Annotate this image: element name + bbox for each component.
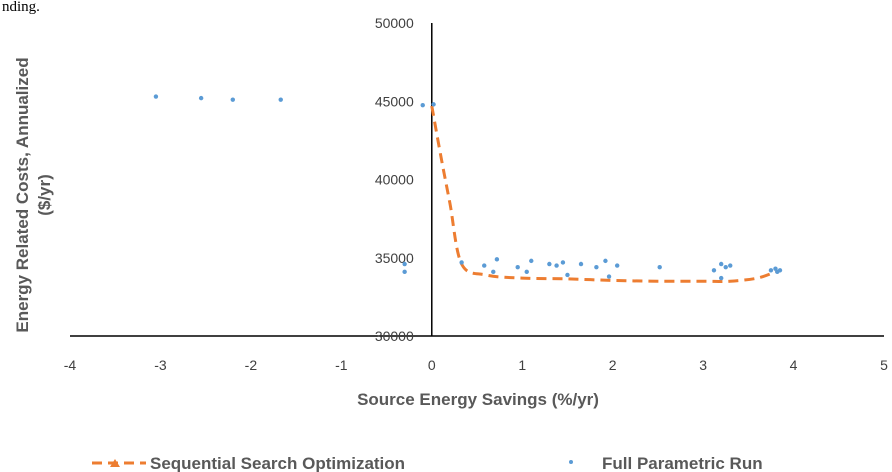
parametric-point	[719, 275, 724, 281]
y-tick-label: 45000	[375, 93, 414, 109]
parametric-point	[728, 263, 733, 268]
parametric-point	[153, 94, 159, 99]
parametric-point	[278, 97, 283, 102]
sequential-series-layer	[430, 105, 776, 283]
parametric-point	[491, 269, 496, 275]
y-tick-labels: 30000 35000 40000 45000 50000	[375, 15, 414, 344]
legend-parametric-label: Full Parametric Run	[602, 454, 763, 472]
y-tick-label: 50000	[375, 15, 414, 31]
x-tick-label: -4	[64, 357, 77, 373]
parametric-point	[711, 268, 717, 273]
top-text-fragment: nding.	[2, 0, 40, 15]
legend-sequential-label: Sequential Search Optimization	[150, 454, 405, 472]
parametric-point	[578, 261, 584, 267]
parametric-point	[560, 260, 566, 265]
parametric-point	[565, 272, 570, 278]
y-tick-label: 40000	[375, 172, 414, 188]
x-tick-label: 3	[699, 357, 707, 373]
parametric-point	[494, 257, 500, 262]
legend: Sequential Search Optimization Full Para…	[92, 454, 763, 472]
x-tick-label: 4	[790, 357, 798, 373]
parametric-point	[402, 269, 407, 275]
x-tick-label: 0	[428, 357, 436, 373]
y-axis-title-line-1: Energy Related Costs, Annualized	[13, 57, 32, 332]
x-tick-labels: -4 -3 -2 -1 0 1 2 3 4 5	[64, 357, 888, 373]
parametric-point	[198, 95, 204, 101]
x-tick-label: 2	[609, 357, 617, 373]
parametric-point	[657, 264, 662, 270]
parametric-point	[603, 258, 608, 264]
legend-parametric-swatch	[569, 460, 573, 464]
parametric-point	[230, 97, 235, 102]
legend-sequential-marker	[110, 459, 120, 467]
x-tick-label: 1	[518, 357, 526, 373]
sequential-line	[430, 105, 776, 283]
parametric-point	[529, 258, 534, 264]
parametric-point	[482, 263, 487, 268]
parametric-series-layer	[153, 94, 783, 281]
x-axis-title: Source Energy Savings (%/yr)	[357, 390, 599, 409]
parametric-point	[768, 268, 774, 273]
parametric-point	[594, 264, 599, 270]
parametric-point	[431, 102, 436, 107]
parametric-point	[719, 261, 724, 267]
parametric-point	[524, 269, 529, 275]
parametric-point	[775, 269, 780, 275]
y-axis-title-line-2: ($/yr)	[35, 174, 54, 216]
x-tick-label: -1	[335, 357, 348, 373]
parametric-point	[515, 264, 520, 270]
x-tick-label: 5	[880, 357, 888, 373]
y-tick-label: 30000	[375, 328, 414, 344]
parametric-point	[459, 260, 464, 265]
parametric-point	[420, 102, 425, 108]
x-tick-label: -2	[245, 357, 258, 373]
y-axis-title: Energy Related Costs, Annualized ($/yr)	[13, 57, 54, 332]
y-tick-label: 35000	[375, 250, 414, 266]
parametric-point	[402, 261, 407, 267]
x-tick-label: -3	[154, 357, 167, 373]
parametric-point	[723, 264, 728, 270]
parametric-point	[547, 261, 552, 267]
parametric-point	[554, 263, 559, 268]
parametric-point	[606, 274, 612, 279]
axes-layer	[70, 23, 884, 337]
parametric-point	[614, 263, 620, 268]
